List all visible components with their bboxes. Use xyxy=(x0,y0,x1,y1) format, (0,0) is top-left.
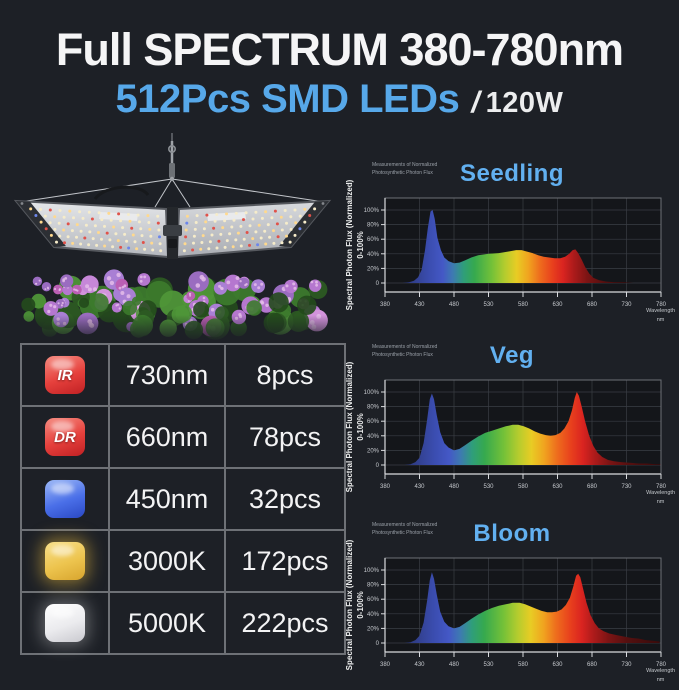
svg-text:630: 630 xyxy=(552,662,563,668)
svg-text:480: 480 xyxy=(449,662,460,668)
svg-text:0: 0 xyxy=(376,281,380,287)
count-cell: 222pcs xyxy=(224,591,346,655)
svg-text:380: 380 xyxy=(380,302,391,308)
svg-text:380: 380 xyxy=(380,662,391,668)
svg-text:530: 530 xyxy=(483,484,494,490)
spectrum-plot: 380 430 480 530 580 630 680 730 780 100% 80% 60% 40%… xyxy=(364,557,667,668)
svg-text:40%: 40% xyxy=(367,434,380,440)
wavelength-cell: 450nm xyxy=(108,467,226,531)
power-cord xyxy=(93,185,150,201)
chart-note: Measurements of Normalized Photosyntheti… xyxy=(372,162,438,176)
chip-label: IR xyxy=(57,366,73,384)
svg-text:100%: 100% xyxy=(364,208,380,214)
wavelength-cell: 3000K xyxy=(108,529,226,593)
svg-text:680: 680 xyxy=(587,484,598,490)
hanging-wire xyxy=(19,133,325,208)
spectrum-chart-veg: Measurements of Normalized Photosyntheti… xyxy=(345,332,679,512)
svg-text:680: 680 xyxy=(587,662,598,668)
svg-text:60%: 60% xyxy=(367,597,380,603)
led-spec-table: IR 730nm 8pcs DR 660nm 78pcs 450nm 32pcs… xyxy=(20,343,346,655)
svg-text:80%: 80% xyxy=(367,583,380,589)
svg-text:680: 680 xyxy=(587,302,598,308)
spectrum-chart-bloom: Measurements of Normalized Photosyntheti… xyxy=(345,510,679,690)
led-chip-icon-ir: IR xyxy=(45,356,85,394)
svg-text:40%: 40% xyxy=(367,252,380,258)
svg-text:730: 730 xyxy=(621,662,632,668)
svg-text:20%: 20% xyxy=(367,448,380,454)
wavelength-cell: 5000K xyxy=(108,591,226,655)
wattage-text: 120W xyxy=(485,87,564,119)
led-chip-icon-dr: DR xyxy=(45,418,85,456)
svg-text:80%: 80% xyxy=(367,223,380,229)
svg-text:780: 780 xyxy=(656,302,667,308)
svg-text:20%: 20% xyxy=(367,626,380,632)
x-axis-label: Wavelength nm xyxy=(646,668,675,683)
svg-text:630: 630 xyxy=(552,484,563,490)
count-cell: 32pcs xyxy=(224,467,346,531)
x-axis-label: Wavelength nm xyxy=(646,308,675,323)
svg-text:60%: 60% xyxy=(367,237,380,243)
svg-text:40%: 40% xyxy=(367,612,380,618)
spectrum-plot: 380 430 480 530 580 630 680 730 780 100% 80% 60% 40%… xyxy=(364,379,667,490)
led-panel-left xyxy=(13,199,170,259)
svg-text:20%: 20% xyxy=(367,266,380,272)
svg-text:780: 780 xyxy=(656,662,667,668)
chart-title: Veg xyxy=(489,342,535,369)
led-spec-row: 450nm 32pcs xyxy=(20,467,346,531)
page-subtitle: 512Pcs SMD LEDs / 120W xyxy=(0,77,679,122)
svg-text:80%: 80% xyxy=(367,405,380,411)
svg-text:580: 580 xyxy=(518,662,529,668)
led-spec-row: 5000K 222pcs xyxy=(20,591,346,655)
svg-text:60%: 60% xyxy=(367,419,380,425)
grow-light-product-image xyxy=(0,133,345,343)
led-spec-row: IR 730nm 8pcs xyxy=(20,343,346,407)
led-count-text: 512Pcs SMD LEDs xyxy=(115,77,460,121)
count-cell: 172pcs xyxy=(224,529,346,593)
led-chip-icon-blue-450nm xyxy=(45,480,85,518)
svg-text:630: 630 xyxy=(552,302,563,308)
svg-text:480: 480 xyxy=(449,302,460,308)
svg-text:730: 730 xyxy=(621,302,632,308)
svg-text:0: 0 xyxy=(376,463,380,469)
chart-note: Measurements of Normalized Photosyntheti… xyxy=(372,344,438,358)
svg-text:430: 430 xyxy=(414,302,425,308)
spectrum-plot: 380 430 480 530 580 630 680 730 780 100% 80% 60% 40%… xyxy=(364,197,667,308)
chart-title: Bloom xyxy=(473,520,551,547)
count-cell: 78pcs xyxy=(224,405,346,469)
led-chip-icon-warm-white-3000k xyxy=(45,542,85,580)
led-spec-row: DR 660nm 78pcs xyxy=(20,405,346,469)
svg-text:730: 730 xyxy=(621,484,632,490)
wavelength-cell: 660nm xyxy=(108,405,226,469)
svg-text:100%: 100% xyxy=(364,390,380,396)
svg-text:580: 580 xyxy=(518,484,529,490)
x-axis-label: Wavelength nm xyxy=(646,490,675,505)
slash-divider: / xyxy=(471,86,480,119)
led-spec-row: 3000K 172pcs xyxy=(20,529,346,593)
svg-text:430: 430 xyxy=(414,662,425,668)
svg-text:100%: 100% xyxy=(364,568,380,574)
svg-text:0: 0 xyxy=(376,641,380,647)
svg-text:780: 780 xyxy=(656,484,667,490)
chip-label: DR xyxy=(54,428,76,446)
page-title: Full SPECTRUM 380-780nm xyxy=(55,24,624,75)
svg-text:380: 380 xyxy=(380,484,391,490)
svg-text:530: 530 xyxy=(483,662,494,668)
chart-note: Measurements of Normalized Photosyntheti… xyxy=(372,522,438,536)
spectrum-chart-seedling: Measurements of Normalized Photosyntheti… xyxy=(345,150,679,330)
grow-light-illustration xyxy=(0,133,345,343)
wavelength-cell: 730nm xyxy=(108,343,226,407)
svg-text:530: 530 xyxy=(483,302,494,308)
led-panel-right xyxy=(175,199,332,259)
svg-text:430: 430 xyxy=(414,484,425,490)
chart-title: Seedling xyxy=(459,160,565,187)
svg-text:580: 580 xyxy=(518,302,529,308)
svg-text:480: 480 xyxy=(449,484,460,490)
led-chip-icon-white-5000k xyxy=(45,604,85,642)
count-cell: 8pcs xyxy=(224,343,346,407)
panel-hinge xyxy=(163,207,182,259)
